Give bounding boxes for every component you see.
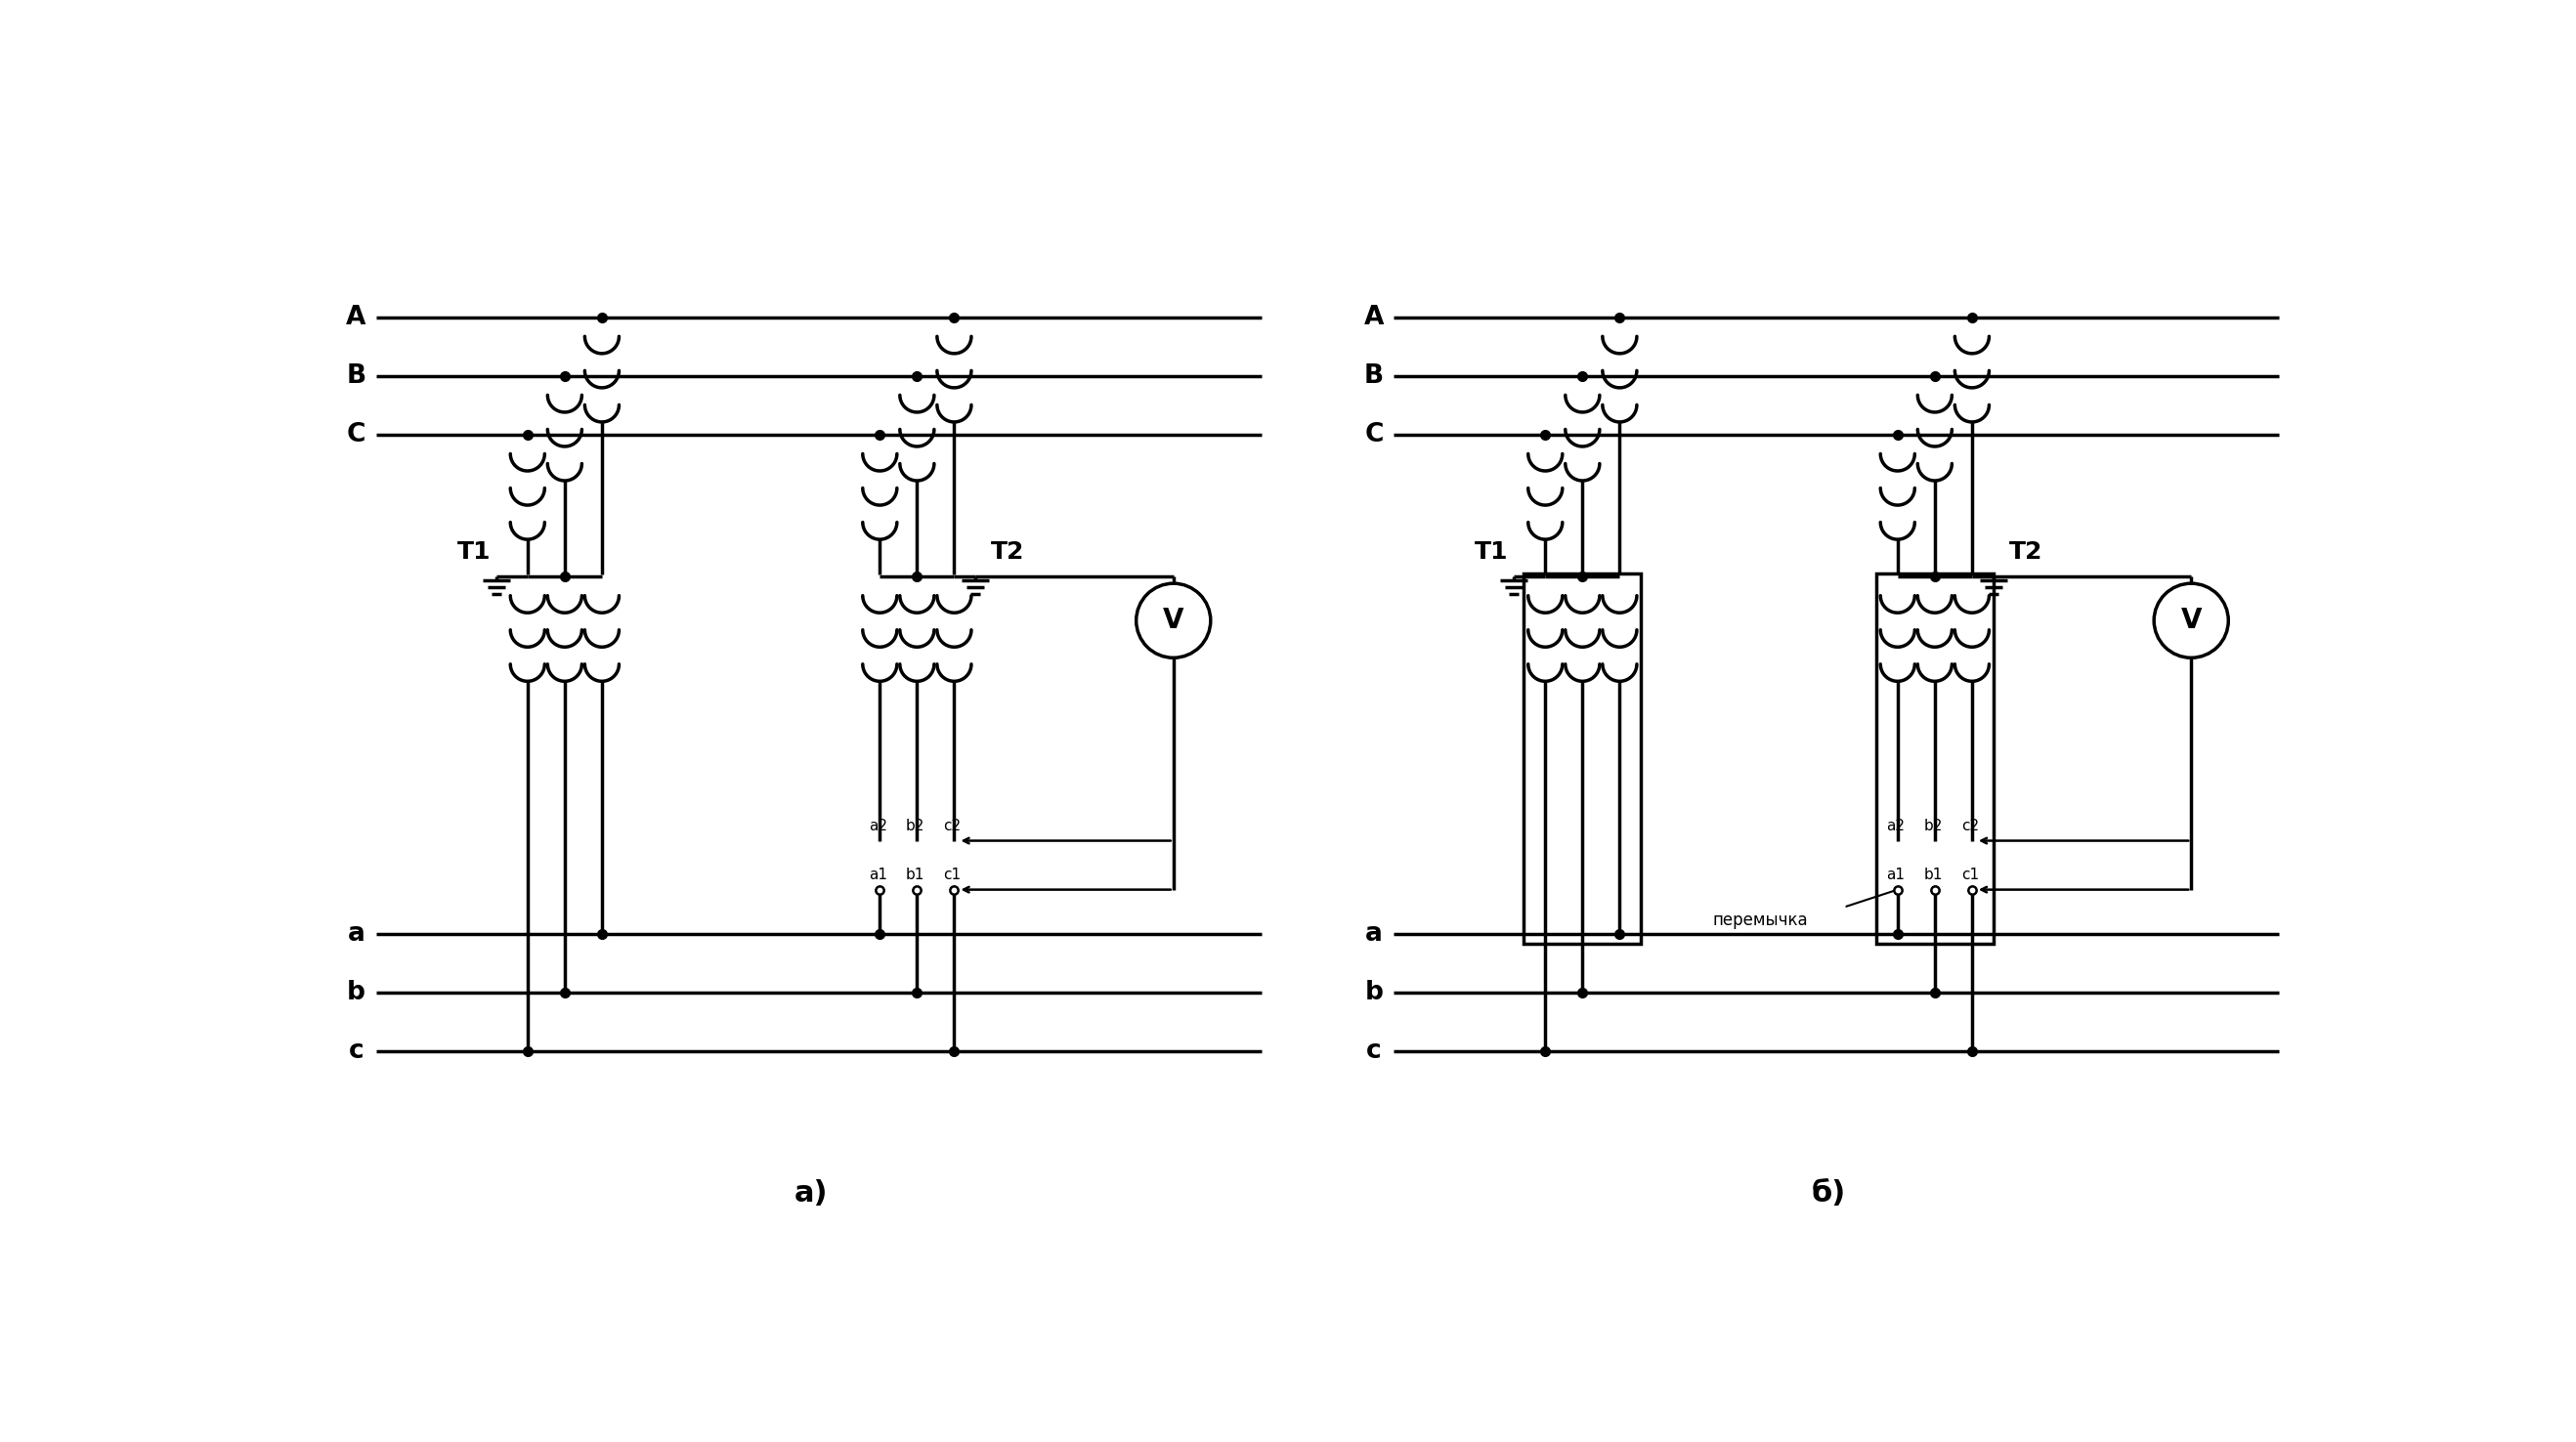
Text: c: c: [1365, 1038, 1381, 1064]
Text: V: V: [2182, 607, 2202, 634]
Text: T2: T2: [992, 541, 1025, 564]
Text: c2: c2: [943, 818, 961, 833]
Text: b: b: [348, 979, 366, 1005]
Text: c: c: [348, 1038, 363, 1064]
Text: T2: T2: [2009, 541, 2043, 564]
Text: b1: b1: [907, 867, 925, 883]
Text: C: C: [1365, 423, 1383, 447]
Text: a1: a1: [868, 867, 886, 883]
Text: b2: b2: [907, 818, 925, 833]
Text: C: C: [348, 423, 366, 447]
Text: a1: a1: [1886, 867, 1904, 883]
Text: c2: c2: [1960, 818, 1978, 833]
Text: перемычка: перемычка: [1713, 911, 1808, 929]
Text: б): б): [1811, 1178, 1847, 1207]
Text: V: V: [1162, 607, 1185, 634]
Text: b: b: [1365, 979, 1383, 1005]
Text: a2: a2: [868, 818, 886, 833]
Text: c1: c1: [943, 867, 961, 883]
Text: a2: a2: [1886, 818, 1904, 833]
Text: B: B: [1365, 363, 1383, 389]
Text: а): а): [793, 1178, 827, 1207]
Text: a: a: [348, 921, 366, 946]
Text: A: A: [345, 304, 366, 330]
Text: b1: b1: [1924, 867, 1942, 883]
Text: A: A: [1365, 304, 1383, 330]
Text: c1: c1: [1960, 867, 1978, 883]
Bar: [1525, 574, 1641, 943]
Text: T1: T1: [1473, 541, 1510, 564]
Text: a: a: [1365, 921, 1383, 946]
Text: b2: b2: [1924, 818, 1942, 833]
Bar: [1875, 574, 1994, 943]
Text: B: B: [345, 363, 366, 389]
Text: T1: T1: [456, 541, 489, 564]
